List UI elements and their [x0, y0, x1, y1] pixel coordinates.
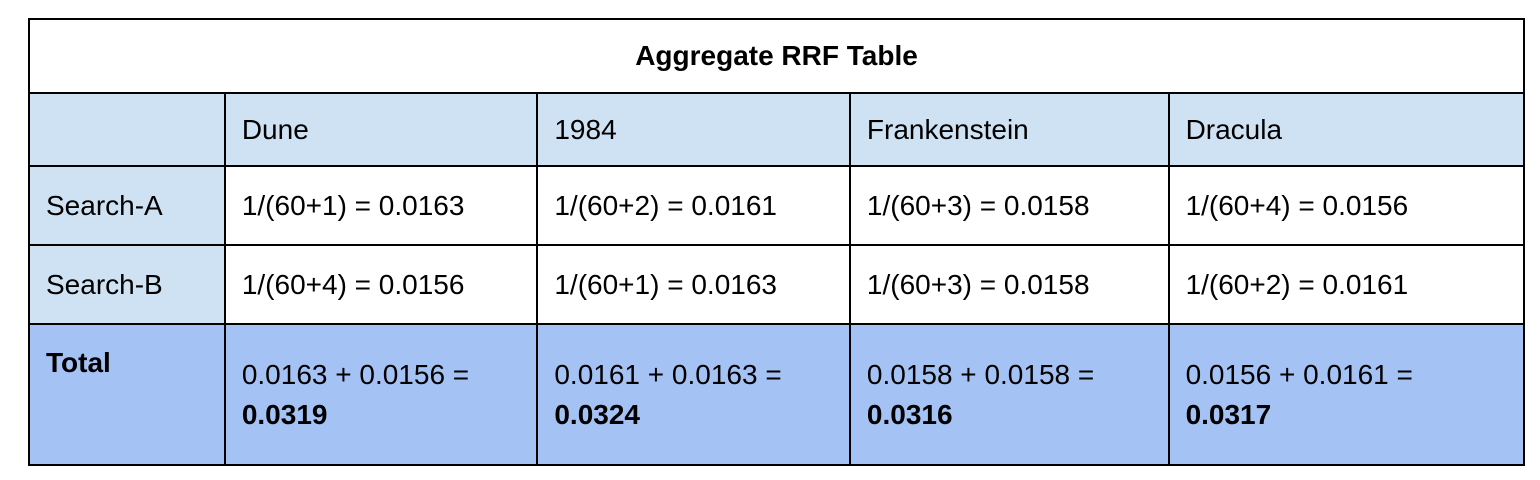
total-cell: 0.0156 + 0.0161 = 0.0317 — [1167, 323, 1526, 466]
column-header: Dracula — [1167, 92, 1526, 167]
total-result: 0.0319 — [241, 398, 328, 430]
total-cell: 0.0161 + 0.0163 = 0.0324 — [536, 323, 851, 466]
total-row: Total 0.0163 + 0.0156 = 0.0319 0.0161 + 0.0… — [28, 323, 1526, 466]
row-label: Search-A — [28, 165, 226, 246]
score-cell: 1/(60+2) = 0.0161 — [1167, 244, 1526, 325]
total-result: 0.0324 — [554, 398, 640, 430]
score-cell: 1/(60+4) = 0.0156 — [1167, 165, 1526, 246]
table-title: Aggregate RRF Table — [28, 18, 1525, 94]
column-header: Dune — [223, 92, 539, 167]
score-cell: 1/(60+1) = 0.0163 — [536, 244, 851, 325]
data-row: Search-B 1/(60+4) = 0.0156 1/(60+1) = 0.01… — [28, 244, 1526, 325]
column-header: 1984 — [536, 92, 851, 167]
header-row: Dune 1984 Frankenstein Dracula — [28, 92, 1526, 167]
rrf-table: Aggregate RRF Table Dune 1984 Frankenstein… — [28, 18, 1526, 466]
row-label: Search-B — [28, 244, 226, 325]
score-cell: 1/(60+3) = 0.0158 — [848, 244, 1170, 325]
score-cell: 1/(60+4) = 0.0156 — [223, 244, 539, 325]
total-cell: 0.0163 + 0.0156 = 0.0319 — [223, 323, 539, 466]
total-expression: 0.0156 + 0.0161 = — [1185, 358, 1413, 390]
score-cell: 1/(60+1) = 0.0163 — [223, 165, 539, 246]
row-label: Total — [28, 323, 226, 466]
column-header: Frankenstein — [848, 92, 1170, 167]
data-row: Search-A 1/(60+1) = 0.0163 1/(60+2) = 0.01… — [28, 165, 1526, 246]
score-cell: 1/(60+2) = 0.0161 — [536, 165, 851, 246]
score-cell: 1/(60+3) = 0.0158 — [848, 165, 1170, 246]
total-expression: 0.0161 + 0.0163 = — [554, 358, 782, 390]
corner-cell — [28, 92, 226, 167]
total-result: 0.0317 — [1185, 398, 1272, 430]
title-row: Aggregate RRF Table — [28, 18, 1525, 94]
total-expression: 0.0163 + 0.0156 = — [241, 358, 470, 390]
total-expression: 0.0158 + 0.0158 = — [866, 358, 1095, 390]
total-cell: 0.0158 + 0.0158 = 0.0316 — [848, 323, 1170, 466]
total-result: 0.0316 — [866, 398, 953, 430]
